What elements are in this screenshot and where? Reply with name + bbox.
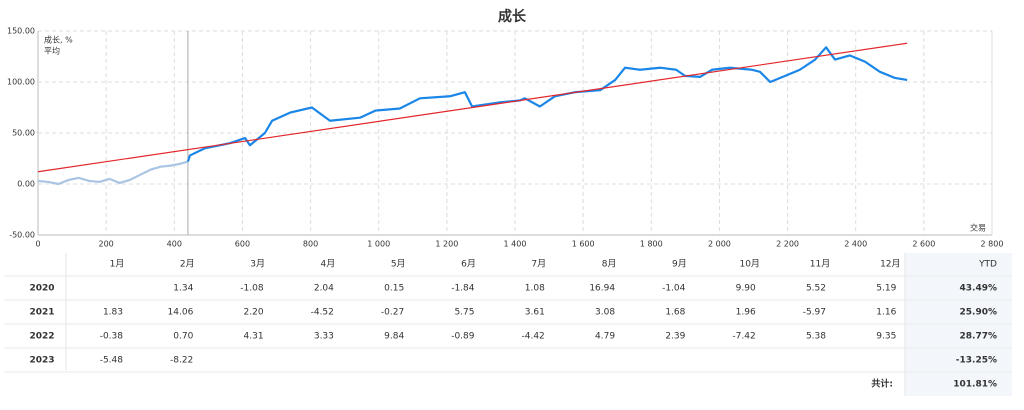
x-tick-label: 1 200 (435, 240, 458, 249)
column-header: 2月 (180, 259, 195, 270)
cell: 4.79 (595, 332, 615, 342)
column-header: 10月 (739, 259, 759, 270)
y-tick-label: 50.00 (12, 129, 35, 138)
x-tick-label: 600 (235, 240, 250, 249)
x-tick-label: 1 000 (367, 240, 390, 249)
cell: 3.08 (595, 308, 615, 318)
x-axis-label: 交易 (970, 223, 986, 233)
cell: 14.06 (168, 308, 194, 318)
x-tick-label: 2 200 (776, 240, 799, 249)
cell: -4.42 (522, 332, 545, 342)
x-tick-label: 2 000 (708, 240, 731, 249)
cell: -5.97 (803, 308, 826, 318)
cell: -0.27 (381, 308, 404, 318)
cell: -8.22 (170, 356, 193, 366)
column-header: 12月 (880, 259, 900, 270)
cell: 0.70 (173, 332, 193, 342)
line (186, 46, 908, 162)
cell: 1.34 (173, 284, 193, 294)
y-tick-label: 100.00 (7, 78, 35, 87)
column-header: 11月 (810, 259, 830, 270)
cell: 1.68 (665, 308, 685, 318)
cell: 3.33 (314, 332, 334, 342)
chart-title: 成长 (498, 8, 527, 25)
x-tick-label: 1 400 (504, 240, 527, 249)
column-header: 7月 (531, 259, 546, 270)
x-tick-label: 200 (99, 240, 114, 249)
cell: 5.52 (806, 284, 826, 294)
x-tick-label: 800 (303, 240, 318, 249)
x-tick-label: 1 800 (640, 240, 663, 249)
cell: -4.52 (311, 308, 334, 318)
cell: 2.39 (665, 332, 685, 342)
row-year: 2020 (29, 284, 54, 294)
y-tick-label: -50.00 (9, 231, 35, 240)
cell: -0.89 (451, 332, 475, 342)
cell: 25.90% (960, 308, 998, 318)
line (37, 160, 189, 186)
x-tick-label: 1 600 (572, 240, 595, 249)
column-header: 8月 (602, 259, 617, 270)
cell: -5.48 (100, 356, 124, 366)
cell: 9.84 (384, 332, 404, 342)
cell: 43.49% (960, 284, 998, 294)
cell: -7.42 (732, 332, 755, 342)
legend-entry: 成长, % (44, 35, 73, 45)
column-header: 9月 (672, 259, 687, 270)
cell: -1.84 (451, 284, 475, 294)
column-header: 1月 (110, 259, 125, 270)
cell: 1.16 (876, 308, 896, 318)
cell: -1.04 (662, 284, 686, 294)
row-year: 2023 (29, 356, 54, 366)
cell: 9.90 (736, 284, 756, 294)
column-header: 5月 (391, 259, 406, 270)
row-year: 2021 (29, 308, 54, 318)
cell: 1.08 (525, 284, 545, 294)
cell: -0.38 (100, 332, 124, 342)
x-tick-label: 400 (167, 240, 182, 249)
cell: 5.38 (806, 332, 826, 342)
cell: -13.25% (956, 356, 997, 366)
cell: 1.83 (103, 308, 123, 318)
y-tick-label: 150.00 (7, 27, 35, 36)
cell: 16.94 (589, 284, 615, 294)
cell: 2.20 (244, 308, 264, 318)
y-tick-label: 0.00 (17, 180, 35, 189)
total-label: 共计: (871, 378, 893, 390)
x-tick-label: 2 800 (981, 240, 1004, 249)
cell: 3.61 (525, 308, 545, 318)
cell: 0.15 (384, 284, 404, 294)
column-header: 6月 (461, 259, 476, 270)
x-tick-label: 0 (35, 240, 40, 249)
column-header: 3月 (250, 259, 265, 270)
legend-entry: 平均 (44, 46, 60, 56)
line (37, 42, 908, 173)
total-value: 101.81% (953, 380, 997, 390)
row-year: 2022 (29, 332, 54, 342)
cell: 2.04 (314, 284, 334, 294)
cell: 5.19 (876, 284, 896, 294)
cell: 28.77% (960, 332, 998, 342)
table: 1月 2月 3月 4月 5月 6月 7月 8月 9月 10月 11月 12月 YTD 2020 1.34 -1… (4, 253, 1012, 396)
x-tick-label: 2 600 (912, 240, 935, 249)
column-header: 4月 (321, 259, 336, 270)
cell: -1.08 (240, 284, 264, 294)
cell: 4.31 (244, 332, 264, 342)
cell: 9.35 (876, 332, 896, 342)
x-tick-label: 2 400 (844, 240, 867, 249)
cell: 5.75 (454, 308, 474, 318)
column-header: YTD (978, 260, 997, 270)
cell: 1.96 (736, 308, 756, 318)
